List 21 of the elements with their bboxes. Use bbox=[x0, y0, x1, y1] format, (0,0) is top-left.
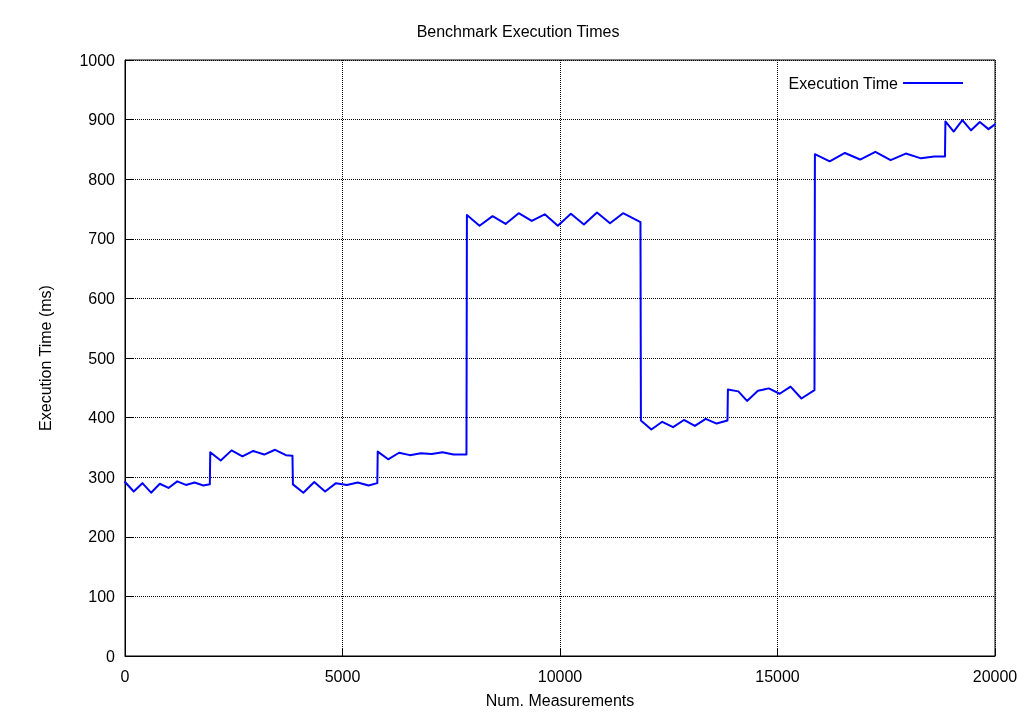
y-tick-label: 600 bbox=[88, 289, 116, 307]
y-tick-label: 200 bbox=[88, 528, 116, 546]
y-tick-label: 700 bbox=[88, 230, 116, 248]
x-axis-title: Num. Measurements bbox=[485, 691, 635, 709]
line-series bbox=[124, 119, 996, 494]
y-tick-label: 900 bbox=[88, 111, 116, 129]
chart-title: Benchmark Execution Times bbox=[416, 22, 620, 40]
x-tick-label: 15000 bbox=[755, 667, 800, 685]
x-tick-label: 0 bbox=[120, 667, 130, 685]
x-tick-label: 10000 bbox=[537, 667, 583, 685]
y-tick-label: 100 bbox=[88, 587, 116, 605]
legend-label: Execution Time bbox=[788, 74, 899, 92]
y-tick-label: 500 bbox=[88, 349, 116, 367]
x-tick-label: 20000 bbox=[972, 667, 1018, 685]
y-axis-title: Execution Time (ms) bbox=[36, 285, 54, 431]
y-tick-label: 800 bbox=[88, 170, 116, 188]
y-tick-label: 0 bbox=[106, 647, 116, 665]
x-tick-label: 5000 bbox=[324, 667, 361, 685]
y-tick-label: 1000 bbox=[79, 51, 116, 69]
y-tick-label: 400 bbox=[88, 409, 116, 427]
y-tick-label: 300 bbox=[88, 468, 116, 486]
